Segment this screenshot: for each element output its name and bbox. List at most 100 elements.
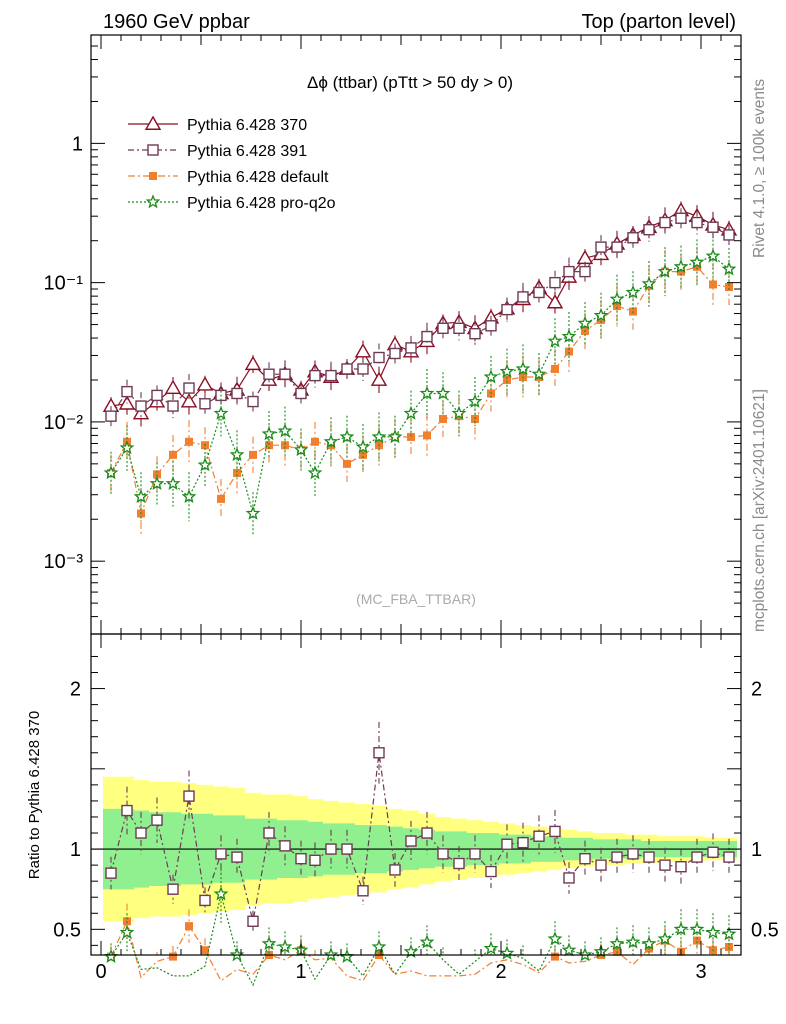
- data-point: [691, 216, 703, 229]
- legend-marker-1: [147, 144, 159, 156]
- series-line-bottom-2: [110, 893, 730, 987]
- data-point: [105, 410, 117, 422]
- data-point: [421, 330, 433, 343]
- data-point: [196, 376, 214, 391]
- data-point: [389, 864, 401, 876]
- data-point: [641, 935, 657, 951]
- data-point: [531, 366, 547, 381]
- data-point: [657, 263, 673, 278]
- data-point: [611, 241, 623, 253]
- data-point: [641, 276, 657, 291]
- data-point: [309, 369, 321, 382]
- data-point: [339, 948, 355, 963]
- chart-title: Δϕ (ttbar) (pTtt > 50 dy > 0): [307, 73, 513, 92]
- data-point: [119, 924, 135, 939]
- data-point: [371, 429, 387, 444]
- data-point: [419, 934, 435, 949]
- x-tick-label: 2: [495, 961, 506, 983]
- data-point: [133, 488, 149, 504]
- legend-label-1: Pythia 6.428 391: [187, 143, 307, 160]
- data-point: [565, 347, 573, 356]
- ratio-ylabel: Ratio to Pythia 6.428 370: [26, 711, 43, 879]
- series-top-1: [105, 208, 735, 427]
- series-line-top-1: [110, 217, 730, 417]
- series-bottom-0: [105, 721, 735, 932]
- data-point: [387, 429, 403, 444]
- data-point: [341, 363, 353, 375]
- data-point: [625, 934, 641, 949]
- data-point: [611, 851, 623, 863]
- data-point: [483, 369, 499, 384]
- data-point: [595, 241, 607, 253]
- data-point: [579, 265, 591, 278]
- data-point: [231, 851, 243, 863]
- series-line-top-2: [110, 266, 730, 516]
- data-point: [533, 286, 545, 299]
- data-point: [597, 315, 605, 324]
- data-point: [373, 351, 385, 364]
- data-point: [563, 265, 575, 278]
- data-point: [149, 475, 165, 491]
- data-point: [435, 385, 451, 400]
- data-point: [121, 385, 133, 398]
- data-point: [359, 450, 367, 459]
- data-point: [693, 262, 701, 271]
- data-point: [229, 447, 245, 462]
- data-point: [691, 851, 703, 863]
- data-point: [249, 450, 257, 459]
- main-panel: 10⁻³ 10⁻² 10⁻¹ 1: [44, 34, 742, 635]
- data-point: [169, 952, 177, 961]
- data-point: [721, 261, 737, 276]
- data-point: [295, 387, 307, 400]
- data-point: [293, 442, 309, 457]
- data-point: [121, 804, 133, 817]
- ratio-y-tick-label-right: 0.5: [751, 919, 779, 941]
- data-point: [403, 405, 419, 420]
- data-point: [546, 294, 564, 309]
- data-point: [405, 835, 417, 847]
- data-point: [609, 935, 625, 951]
- data-point: [277, 939, 293, 954]
- data-point: [180, 393, 198, 408]
- data-point: [119, 440, 135, 455]
- data-point: [501, 303, 513, 316]
- x-tick-label: 3: [695, 961, 706, 983]
- data-point: [323, 433, 339, 449]
- series-top-0: [102, 201, 738, 427]
- data-point: [549, 825, 561, 838]
- y-tick-label: 1: [72, 133, 83, 155]
- data-point: [199, 398, 211, 410]
- data-point: [503, 375, 511, 384]
- data-point: [295, 853, 307, 865]
- data-point: [354, 343, 372, 358]
- data-point: [407, 432, 415, 441]
- data-point: [453, 857, 465, 870]
- legend: Pythia 6.428 370 Pythia 6.428 391 Pythia 6…: [128, 115, 336, 212]
- data-point: [673, 921, 689, 936]
- series-line-bottom-0: [110, 752, 730, 922]
- data-point: [343, 459, 351, 468]
- data-point: [185, 437, 193, 446]
- data-point: [373, 747, 385, 759]
- data-point: [437, 322, 449, 335]
- data-point: [419, 385, 435, 400]
- data-point: [153, 470, 161, 479]
- data-point: [325, 843, 337, 855]
- data-point: [547, 333, 563, 348]
- data-point: [709, 280, 717, 289]
- watermark-label: (MC_FBA_TTBAR): [356, 591, 476, 607]
- x-tick-label: 0: [95, 961, 106, 983]
- data-point: [561, 328, 577, 343]
- data-point: [689, 921, 705, 936]
- data-point: [233, 468, 241, 477]
- data-point: [517, 836, 529, 849]
- data-point: [151, 389, 163, 402]
- data-point: [499, 945, 515, 960]
- data-point: [183, 382, 195, 394]
- data-point: [325, 369, 337, 382]
- legend-marker-2: [149, 172, 157, 180]
- data-point: [183, 790, 195, 802]
- data-point: [213, 405, 229, 420]
- data-point: [165, 475, 181, 491]
- data-point: [627, 232, 639, 244]
